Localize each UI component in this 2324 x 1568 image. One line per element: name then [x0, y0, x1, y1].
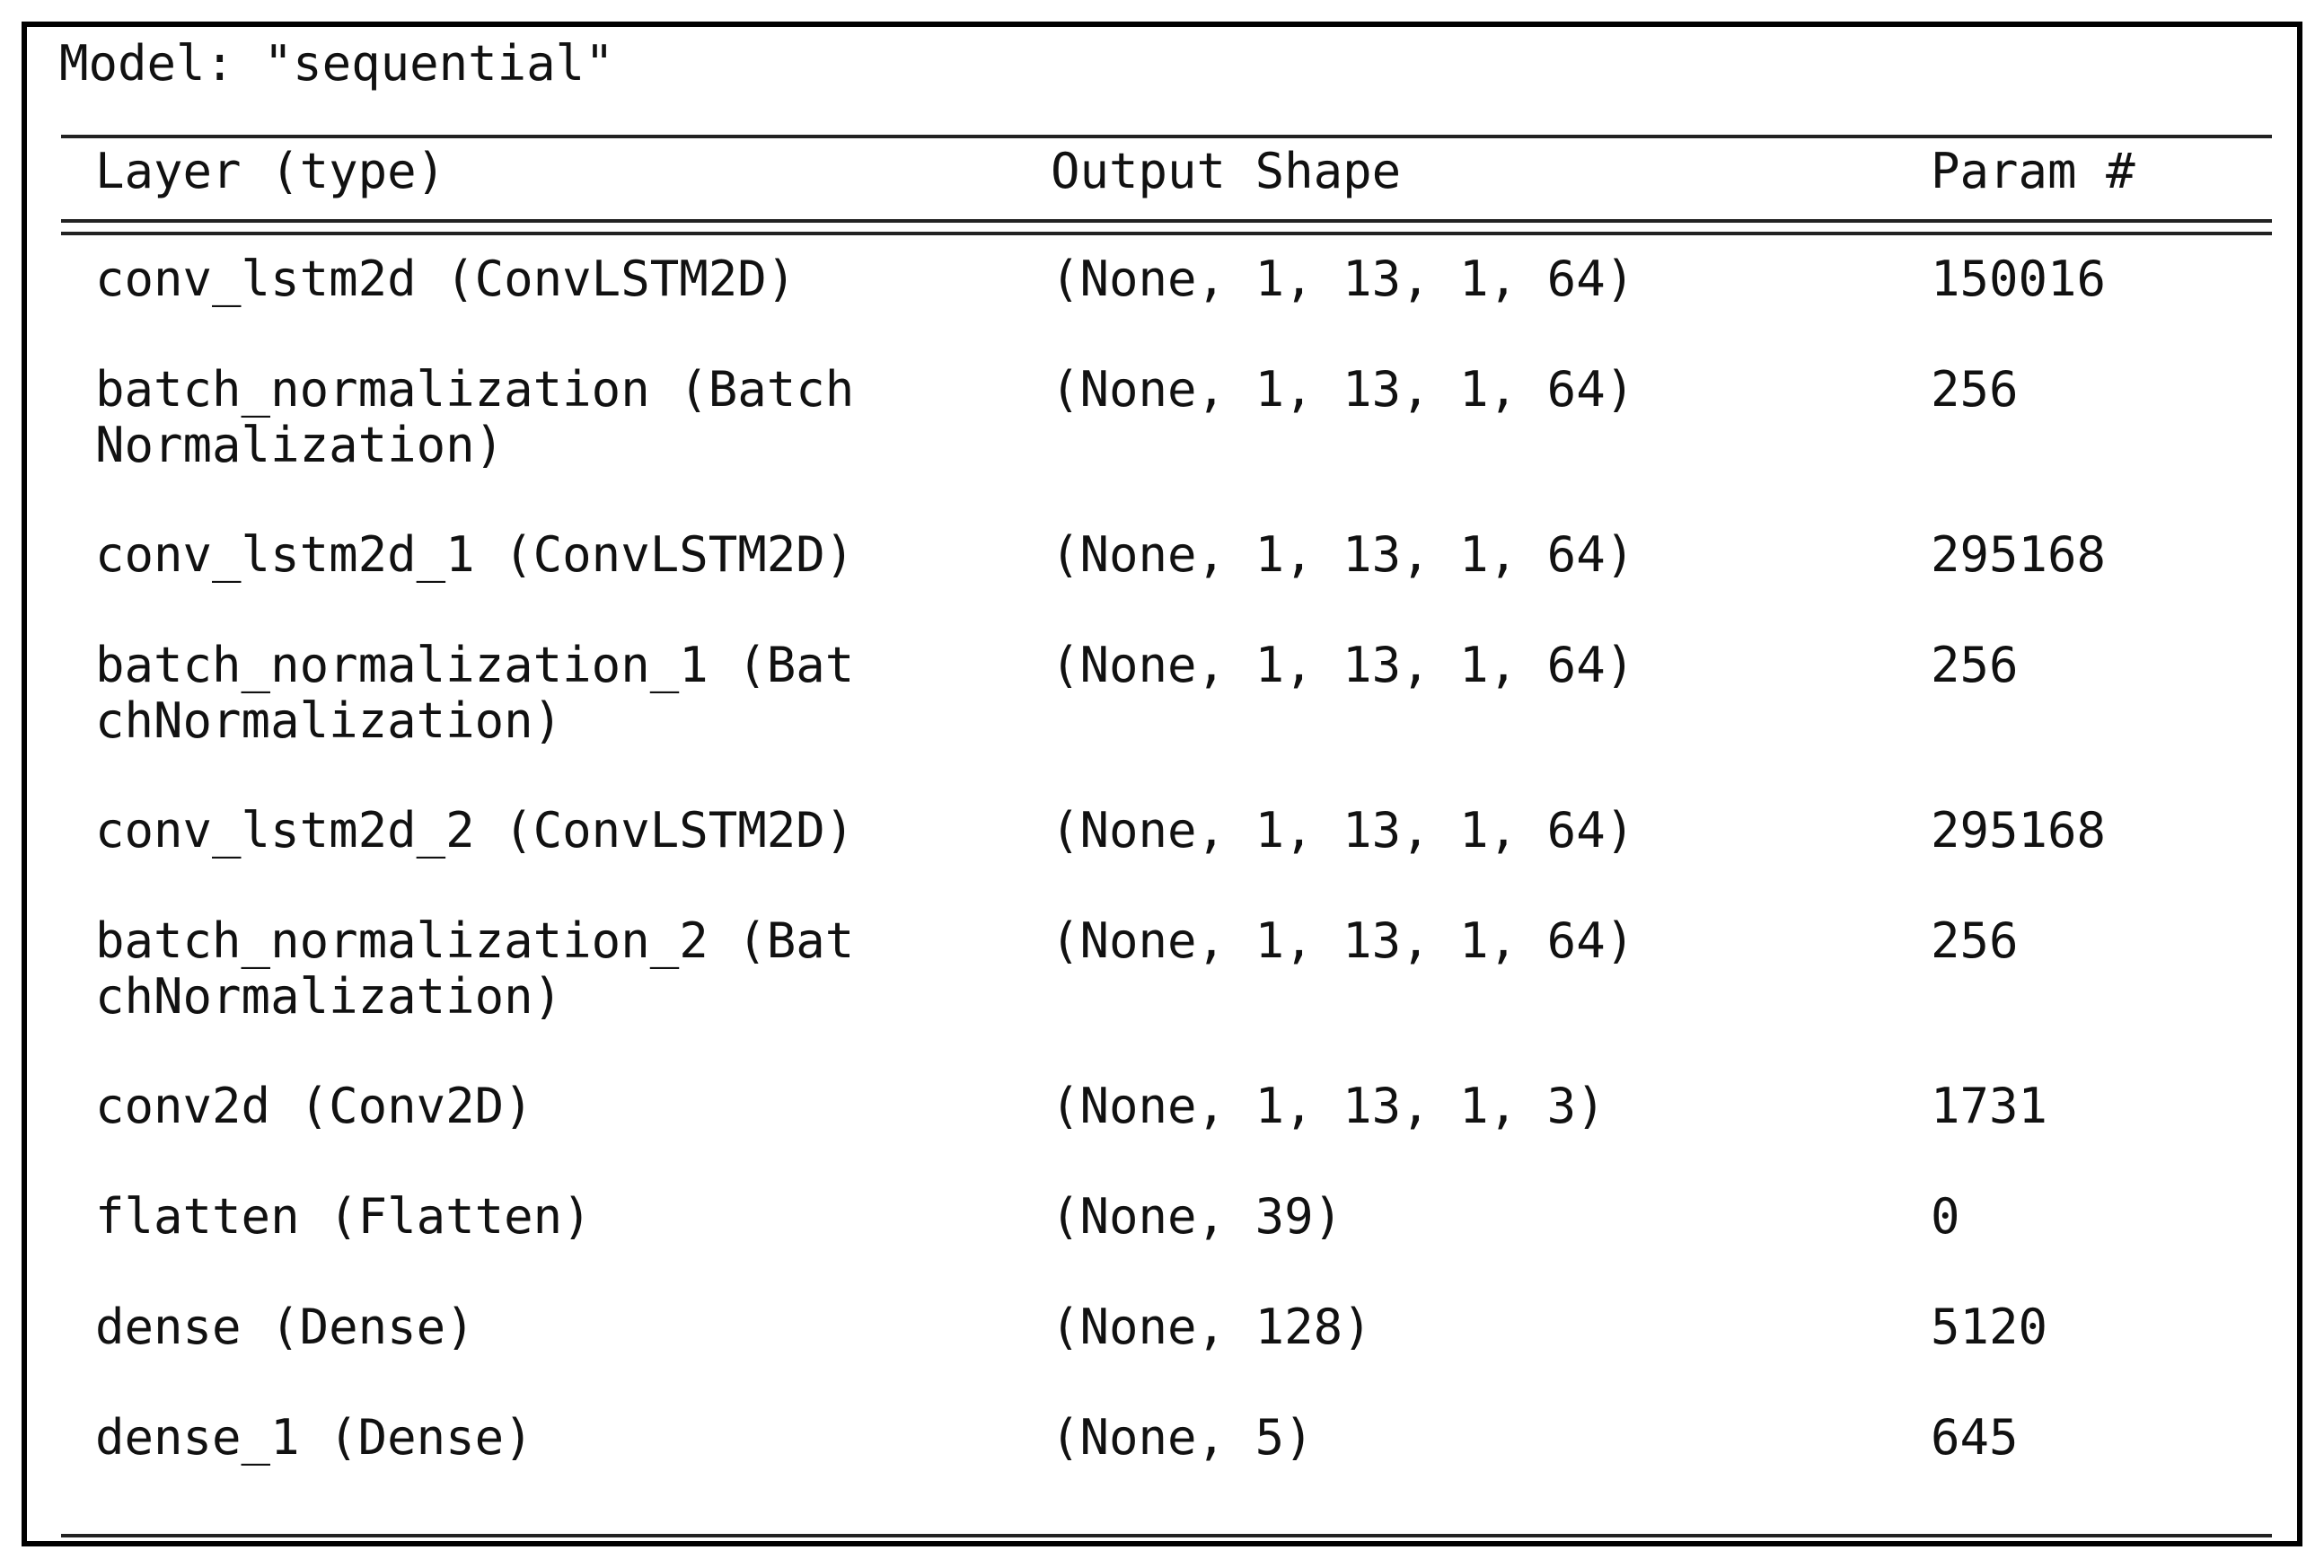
layer-name-cell: conv_lstm2d_2 (ConvLSTM2D): [95, 802, 855, 859]
output-shape-cell: (None, 1, 13, 1, 64): [1051, 637, 1635, 693]
header-output-shape: Output Shape: [1051, 143, 1402, 199]
output-shape-cell: (None, 1, 13, 1, 3): [1051, 1078, 1606, 1134]
param-count-cell: 256: [1931, 637, 2019, 693]
table-bottom-rule: [61, 1534, 2272, 1537]
model-title: Model: "sequential": [59, 35, 614, 92]
param-count-cell: 295168: [1931, 802, 2107, 859]
output-shape-cell: (None, 1, 13, 1, 64): [1051, 802, 1635, 859]
header-param-count: Param #: [1931, 143, 2135, 199]
layer-name-cell: conv_lstm2d (ConvLSTM2D): [95, 251, 797, 307]
param-count-cell: 1731: [1931, 1078, 2048, 1134]
output-shape-cell: (None, 128): [1051, 1299, 1372, 1355]
param-count-cell: 5120: [1931, 1299, 2048, 1355]
layer-name-cell: conv2d (Conv2D): [95, 1078, 533, 1134]
layer-name-cell: dense_1 (Dense): [95, 1409, 533, 1466]
output-shape-cell: (None, 1, 13, 1, 64): [1051, 361, 1635, 418]
layer-name-cell: batch_normalization_2 (Bat chNormalizati…: [95, 912, 855, 1025]
header-top-rule: [61, 135, 2272, 138]
output-shape-cell: (None, 5): [1051, 1409, 1314, 1466]
output-shape-cell: (None, 1, 13, 1, 64): [1051, 251, 1635, 307]
layer-name-cell: batch_normalization (Batch Normalization…: [95, 361, 855, 473]
output-shape-cell: (None, 39): [1051, 1188, 1343, 1245]
header-double-rule: [61, 219, 2272, 235]
layer-name-cell: batch_normalization_1 (Bat chNormalizati…: [95, 637, 855, 749]
header-layer-type: Layer (type): [95, 143, 446, 199]
param-count-cell: 150016: [1931, 251, 2107, 307]
param-count-cell: 256: [1931, 912, 2019, 969]
param-count-cell: 645: [1931, 1409, 2019, 1466]
model-summary-panel: Model: "sequential" Layer (type) Output …: [22, 22, 2302, 1546]
layer-name-cell: dense (Dense): [95, 1299, 475, 1355]
layer-name-cell: conv_lstm2d_1 (ConvLSTM2D): [95, 526, 855, 583]
param-count-cell: 295168: [1931, 526, 2107, 583]
layer-name-cell: flatten (Flatten): [95, 1188, 592, 1245]
param-count-cell: 0: [1931, 1188, 1960, 1245]
output-shape-cell: (None, 1, 13, 1, 64): [1051, 526, 1635, 583]
output-shape-cell: (None, 1, 13, 1, 64): [1051, 912, 1635, 969]
param-count-cell: 256: [1931, 361, 2019, 418]
